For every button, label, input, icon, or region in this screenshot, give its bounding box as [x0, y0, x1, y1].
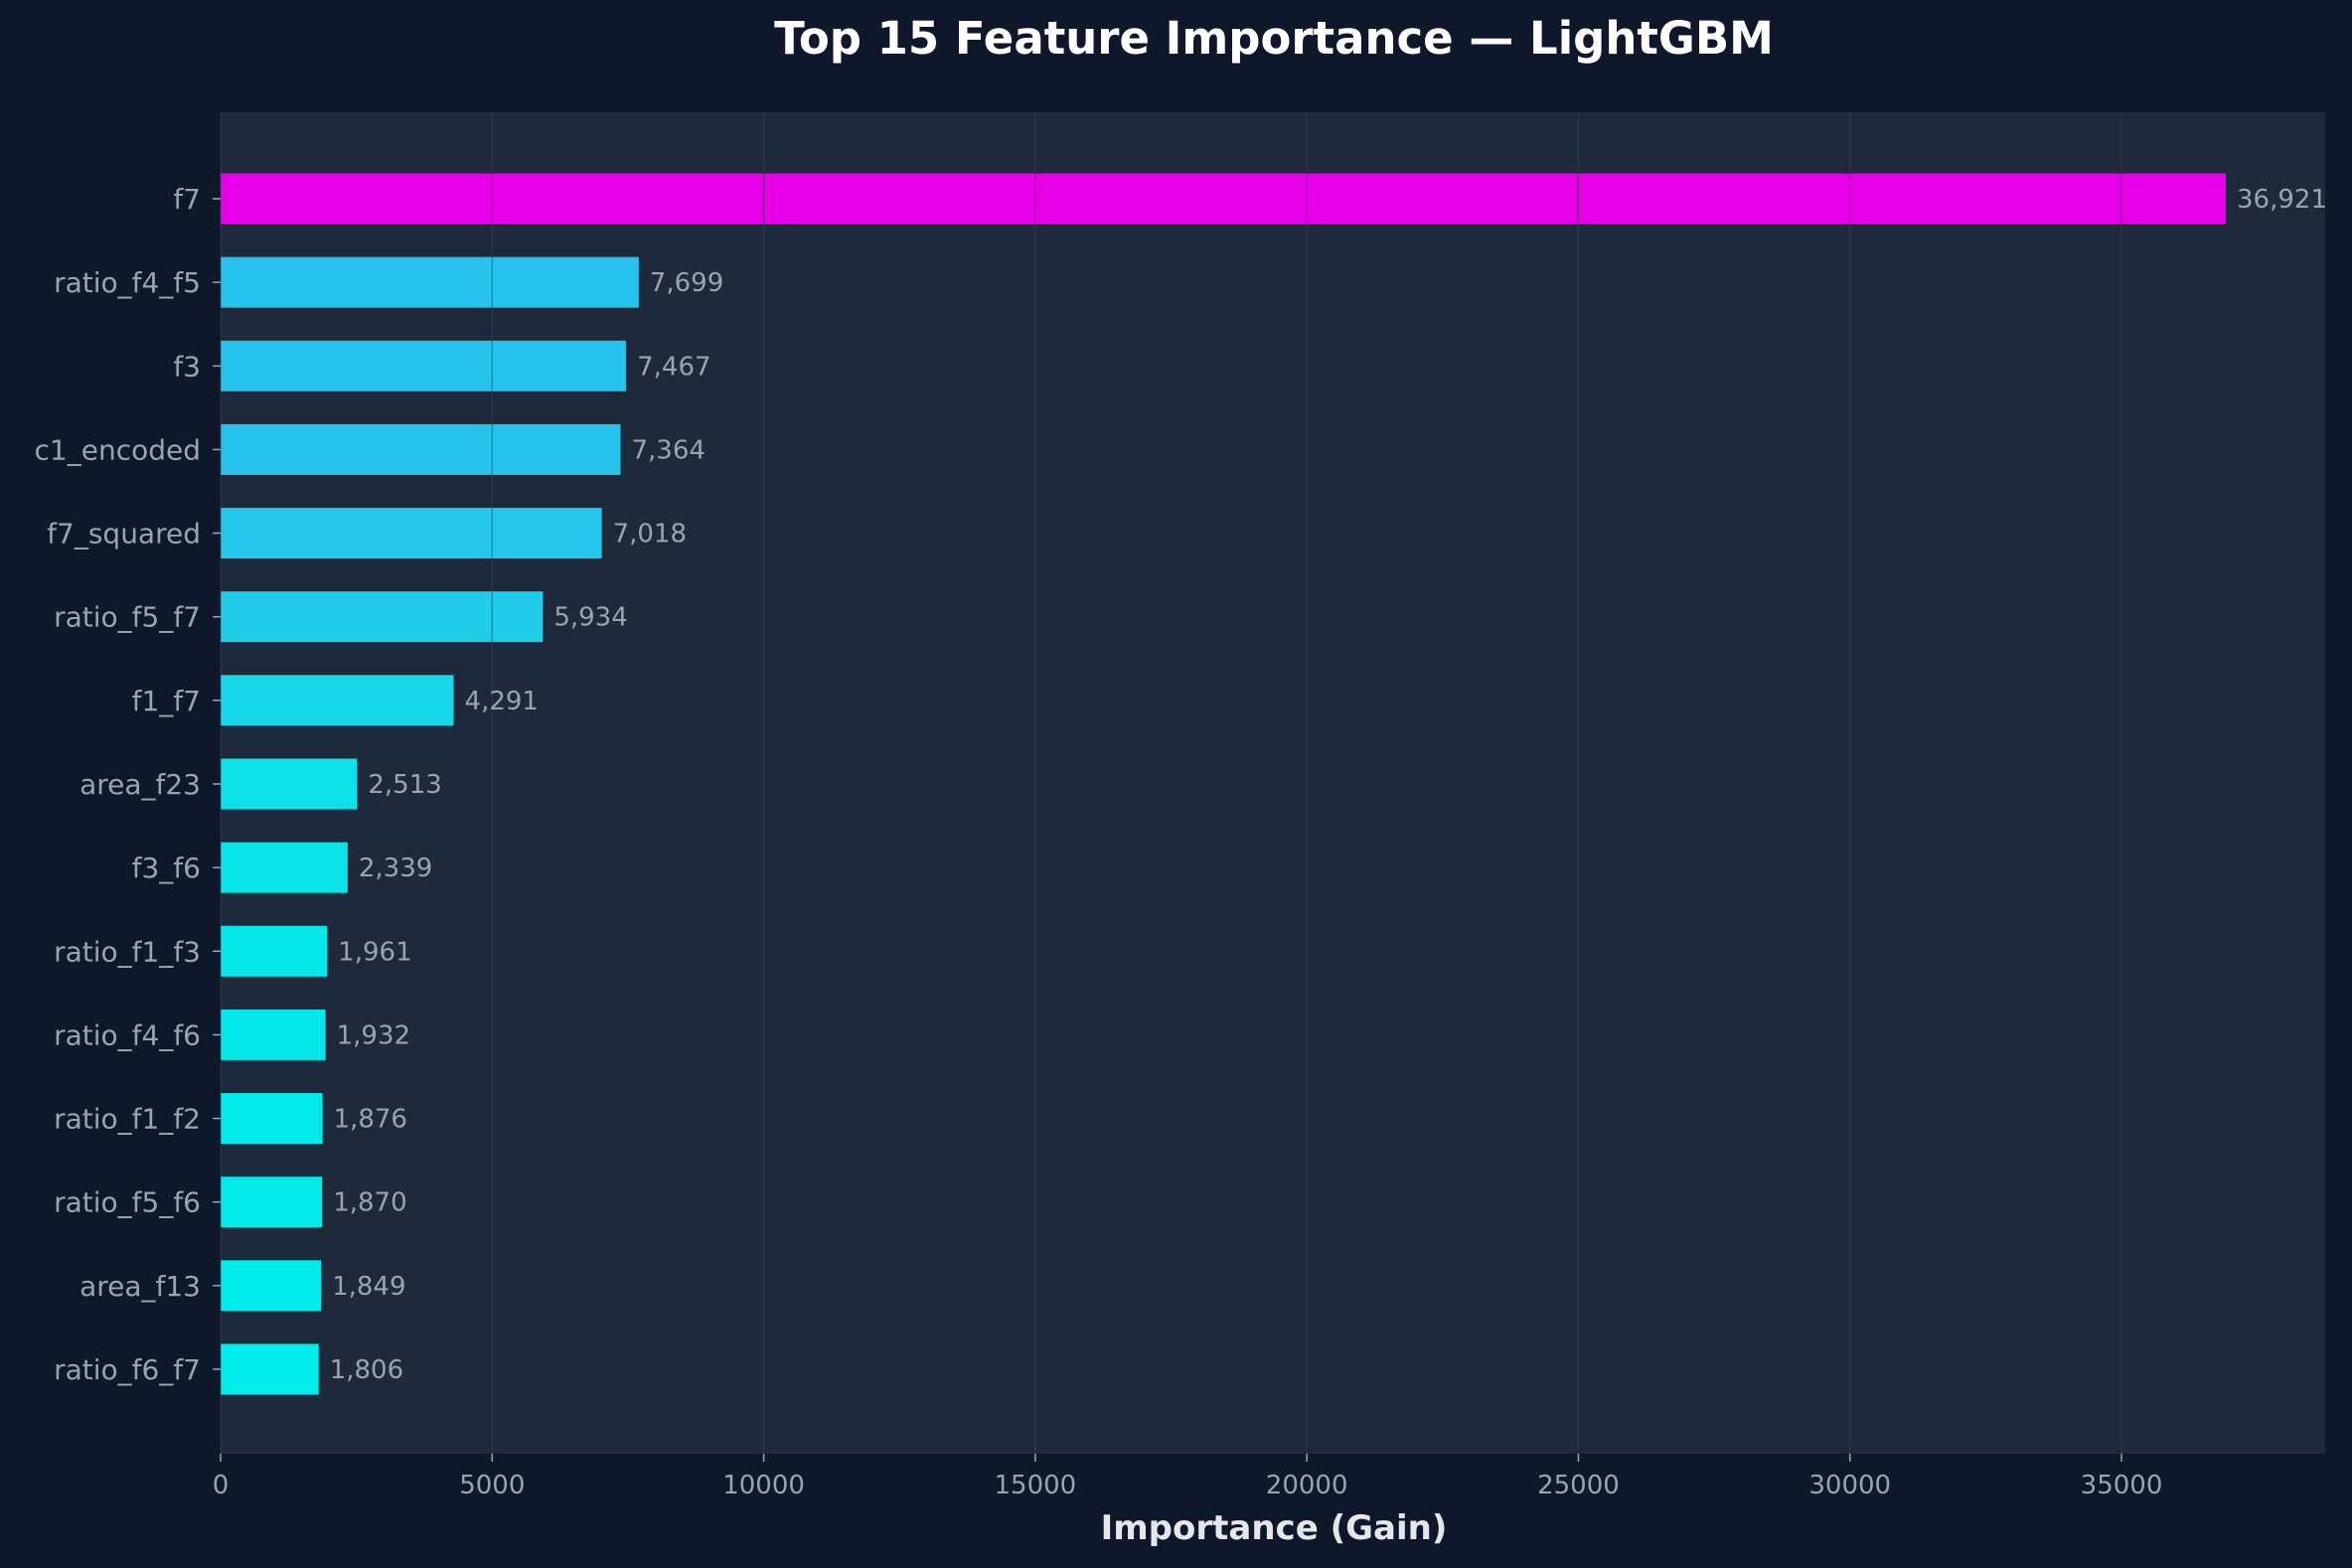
category-label: area_f13	[79, 1270, 201, 1303]
bar-f1_f7	[221, 675, 454, 726]
category-label: ratio_f4_f5	[54, 266, 201, 299]
bar-area_f23	[221, 758, 358, 810]
value-label: 36,921	[2237, 185, 2327, 215]
x-tick-label: 30000	[1808, 1471, 1891, 1500]
chart-title: Top 15 Feature Importance — LightGBM	[774, 12, 1774, 65]
category-label: f3_f6	[132, 852, 201, 884]
x-tick-label: 35000	[2081, 1471, 2163, 1500]
x-tick-label: 0	[213, 1471, 230, 1500]
value-label: 5,934	[553, 603, 627, 633]
x-axis-label: Importance (Gain)	[1101, 1508, 1448, 1548]
x-tick-label: 20000	[1266, 1471, 1348, 1500]
x-tick-label: 15000	[995, 1471, 1077, 1500]
value-label: 2,339	[359, 854, 432, 883]
labels: f7 36,921 ratio_f4_f5 7,699 f3 7,467 c1_encode…	[35, 183, 2327, 1500]
category-label: f7_squared	[47, 518, 201, 550]
bar-c1_encoded	[221, 423, 621, 475]
value-label: 1,849	[332, 1272, 405, 1302]
category-label: ratio_f5_f7	[54, 601, 201, 634]
value-label: 4,291	[465, 687, 539, 716]
bar-f7	[221, 173, 2227, 225]
category-label: c1_encoded	[35, 433, 201, 466]
category-label: ratio_f1_f3	[54, 935, 201, 968]
value-label: 7,364	[632, 435, 706, 465]
value-label: 1,870	[333, 1188, 406, 1218]
category-label: f3	[173, 350, 201, 383]
value-label: 7,467	[637, 352, 710, 382]
x-tick-label: 25000	[1537, 1471, 1620, 1500]
bar-f3_f6	[221, 842, 348, 893]
value-label: 7,018	[613, 520, 687, 549]
value-label: 1,806	[330, 1355, 403, 1385]
value-label: 1,932	[337, 1020, 410, 1050]
bar-ratio_f5_f6	[221, 1176, 323, 1228]
category-label: f7	[173, 183, 201, 216]
bar-f3	[221, 340, 627, 392]
category-label: ratio_f6_f7	[54, 1353, 201, 1386]
value-label: 2,513	[368, 770, 441, 800]
bar-ratio_f1_f2	[221, 1093, 323, 1145]
bar-f7_squared	[221, 508, 602, 559]
category-label: ratio_f4_f6	[54, 1019, 201, 1051]
value-label: 1,961	[338, 937, 411, 967]
bar-area_f13	[221, 1260, 322, 1312]
bar-ratio_f6_f7	[221, 1343, 319, 1395]
bar-ratio_f4_f6	[221, 1009, 326, 1060]
category-label: ratio_f1_f2	[54, 1103, 201, 1136]
value-label: 1,876	[334, 1105, 407, 1135]
bar-ratio_f1_f3	[221, 925, 328, 977]
x-tick-label: 10000	[722, 1471, 805, 1500]
bar-ratio_f4_f5	[221, 256, 639, 308]
category-label: f1_f7	[132, 685, 201, 717]
category-label: ratio_f5_f6	[54, 1186, 201, 1219]
bar-ratio_f5_f7	[221, 591, 544, 643]
plot-area	[221, 112, 2325, 1454]
bars	[220, 112, 2227, 1454]
x-tick-label: 5000	[459, 1471, 525, 1500]
value-label: 7,699	[650, 268, 723, 298]
category-label: area_f23	[79, 768, 201, 801]
